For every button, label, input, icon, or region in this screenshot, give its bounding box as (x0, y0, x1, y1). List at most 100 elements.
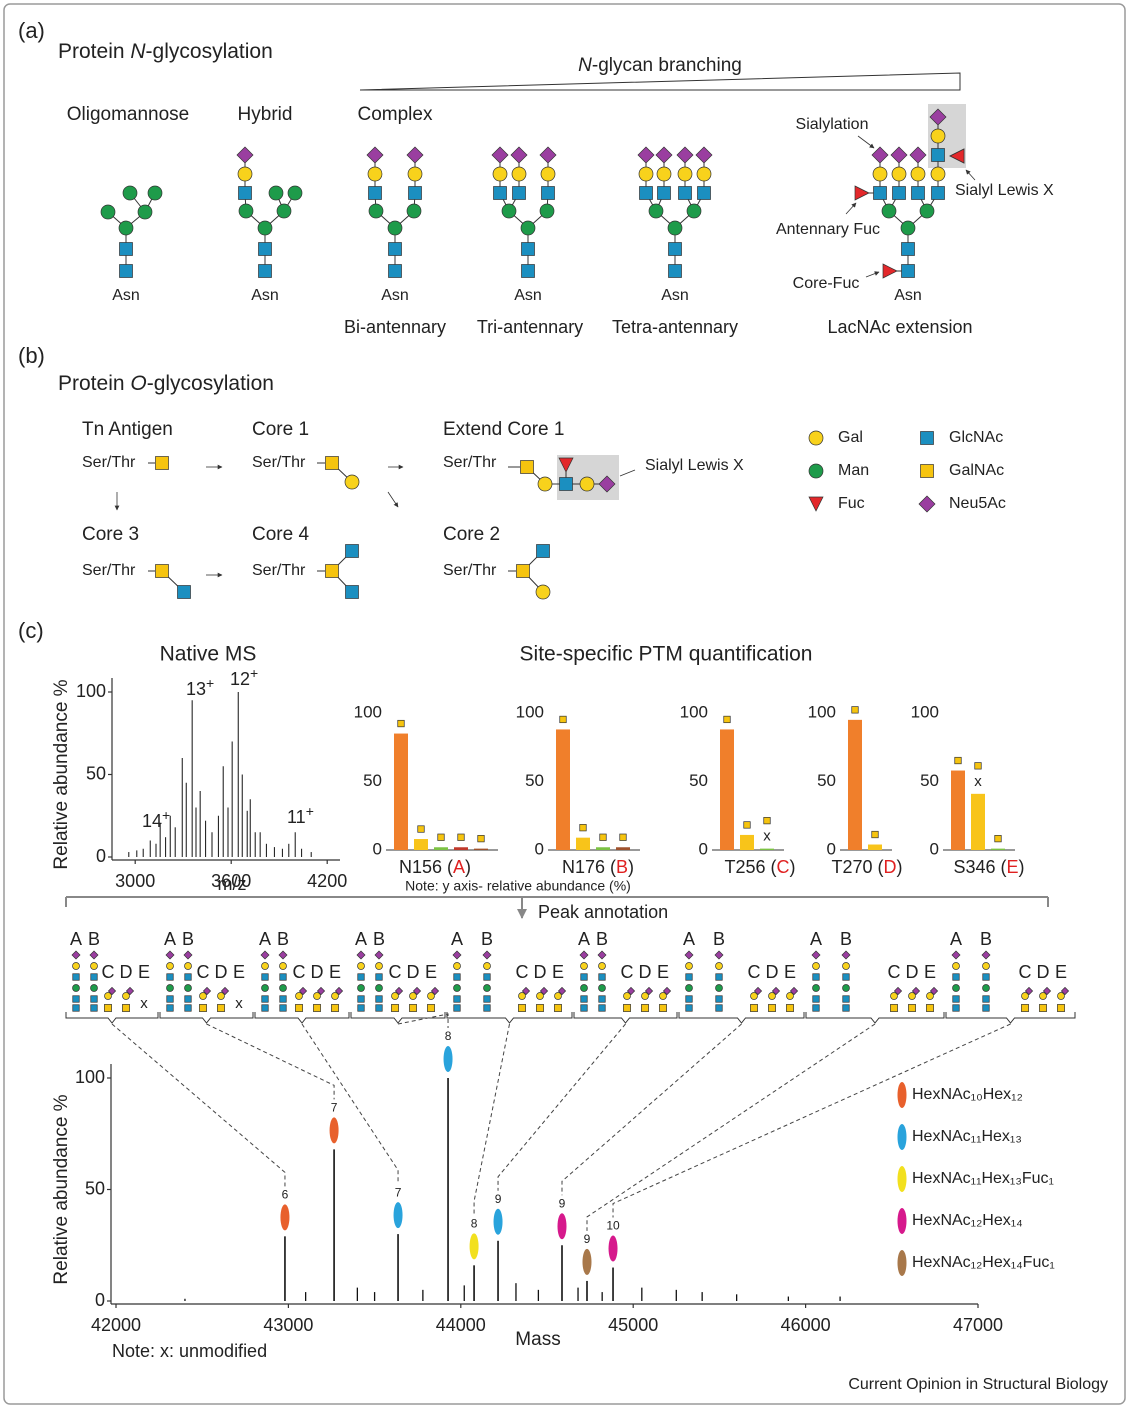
y-tick-label: 100 (911, 702, 939, 721)
glycan-square (279, 995, 287, 1003)
glycan-square (375, 973, 383, 981)
glycan-circle (786, 992, 794, 1000)
glycan-square (325, 456, 339, 470)
glycan-circle (952, 962, 960, 970)
glycan-square (155, 564, 169, 578)
label-part: ) (628, 857, 634, 877)
site-letter: E (425, 962, 437, 982)
glycan-circle (199, 992, 207, 1000)
site-letter: B (88, 929, 100, 949)
bar (720, 729, 734, 850)
bar (868, 844, 882, 850)
glycan-square (388, 264, 402, 278)
glycan-diamond (482, 950, 492, 960)
core-name: Core 3 (82, 524, 139, 545)
glycan-diamond (316, 986, 326, 996)
glycan-square (238, 186, 252, 200)
label-part: ) (1019, 857, 1025, 877)
panel-label: (a) (18, 18, 45, 43)
glycan-circle (391, 992, 399, 1000)
glycan-square (345, 544, 359, 558)
legend-label: HexNAc₁₀Hex₁₂ (912, 1086, 1023, 1103)
y-tick-label: 50 (920, 771, 939, 790)
glycan-circle (919, 203, 935, 219)
charge-label: 9 (495, 1192, 502, 1206)
glycan-square (453, 973, 461, 981)
label-part: 11 (287, 807, 306, 827)
bar (414, 839, 428, 850)
site-letter: D (407, 962, 420, 982)
label-part: -glycosylation (147, 372, 274, 395)
antennarity-label: Tetra-antennary (612, 317, 738, 337)
site-letter: A (451, 929, 463, 949)
glycan-square (750, 1004, 758, 1012)
site-label: N156 (A) (399, 857, 471, 877)
charge-label: 9 (559, 1196, 566, 1210)
glycan-square (579, 824, 587, 832)
glycan-diamond (841, 950, 851, 960)
connector (865, 271, 880, 278)
label-part: B (616, 857, 628, 877)
x-tick-label: 3000 (115, 871, 155, 891)
label-part: E (1007, 857, 1019, 877)
site-letter: E (924, 962, 936, 982)
glycan-triangle (808, 496, 824, 512)
glycan-circle (72, 984, 80, 992)
label-part: ) (790, 857, 796, 877)
glycan-square (295, 1004, 303, 1012)
glycan-square (279, 1004, 287, 1012)
glycan-circle (357, 984, 365, 992)
site-letter: E (329, 962, 341, 982)
glycan-square (1039, 1004, 1047, 1012)
legend-label: GalNAc (949, 462, 1004, 479)
connector (857, 135, 875, 149)
glycan-square (952, 973, 960, 981)
legend-label: HexNAc₁₁Hex₁₃ (912, 1128, 1022, 1145)
asn-label: Asn (661, 287, 689, 304)
site-letter: D (534, 962, 547, 982)
glycan-circle (368, 203, 384, 219)
site-letter: D (311, 962, 324, 982)
glycan-diamond (655, 146, 673, 164)
label-part: 13 (186, 679, 206, 699)
x-tick-label: 46000 (781, 1315, 831, 1335)
species-marker (493, 1208, 503, 1235)
annotation-link (561, 1023, 742, 1196)
glycan-diamond (1024, 986, 1034, 996)
ser-thr: Ser/Thr (252, 562, 306, 579)
charge-label: 9 (584, 1232, 591, 1246)
glycan-circle (537, 476, 553, 492)
glycan-diamond (125, 986, 135, 996)
glycan-square (901, 242, 915, 256)
site-letter: C (293, 962, 306, 982)
glycan-square (483, 973, 491, 981)
legend-label: Gal (838, 429, 863, 446)
glycan-square (375, 995, 383, 1003)
glycan-circle (648, 203, 664, 219)
site-letter: A (164, 929, 176, 949)
y-tick-label: 100 (75, 1067, 105, 1087)
glycan-square (388, 242, 402, 256)
glycan-square (427, 1004, 435, 1012)
glycan-circle (166, 984, 174, 992)
label-part: O (130, 372, 146, 395)
x-tick-label: 44000 (436, 1315, 486, 1335)
glycan-square (313, 1004, 321, 1012)
glycan-square (873, 186, 887, 200)
glycan-triangle (854, 185, 870, 201)
glycan-square (357, 973, 365, 981)
y-tick-label: 0 (827, 839, 836, 858)
glycan-circle (685, 962, 693, 970)
core-name: Core 2 (443, 524, 500, 545)
glycan-circle (881, 203, 897, 219)
y-tick-label: 50 (363, 771, 382, 790)
glycan-circle (1057, 992, 1065, 1000)
glycan-diamond (789, 986, 799, 996)
glycan-square (536, 1004, 544, 1012)
site-letter: C (1019, 962, 1032, 982)
glycan-square (437, 833, 445, 841)
site-label: T270 (D) (831, 857, 902, 877)
glycan-circle (580, 962, 588, 970)
glycan-square (516, 564, 530, 578)
glycan-diamond (911, 986, 921, 996)
